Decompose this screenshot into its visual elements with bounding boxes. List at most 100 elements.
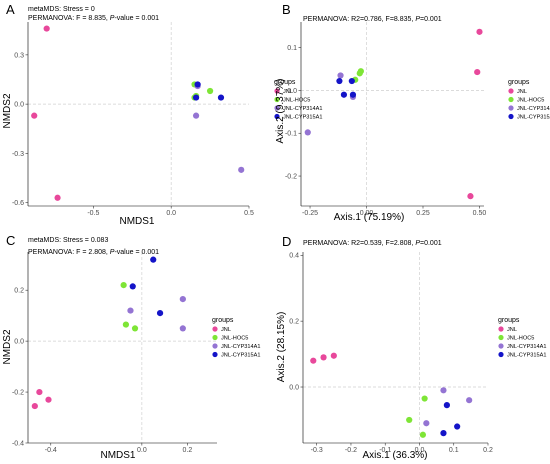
legend-title: groups bbox=[508, 79, 530, 86]
x-axis-label: NMDS1 bbox=[100, 450, 135, 461]
y-tick-label: 0.0 bbox=[287, 88, 297, 95]
legend-label: JNL-CYP314A1 bbox=[517, 106, 550, 112]
panel-d: D -0.3 -0.2 -0.1 0.0 0.1 0.2 0.0 0.2 0.4 Axis.1 (3… bbox=[276, 234, 547, 461]
point-jnl-cyp314a1 bbox=[304, 129, 311, 136]
point-jnl-cyp315a1 bbox=[192, 94, 200, 101]
legend-label: JNL bbox=[507, 327, 517, 333]
panel-a: A -0.5 0.0 0.5 -0.6 -0.3 0.0 0.3 NMDS1 NMDS2 metaM… bbox=[2, 2, 323, 227]
x-tick-label: -0.5 bbox=[87, 210, 99, 217]
panel-label: C bbox=[6, 233, 15, 248]
y-tick-label: -0.4 bbox=[12, 440, 24, 447]
info-segment: P bbox=[415, 240, 420, 247]
point-jnl-cyp314a1 bbox=[440, 387, 447, 394]
point-jnl-cyp315a1 bbox=[150, 256, 157, 263]
legend-key bbox=[498, 351, 504, 358]
permanova-info: PERMANOVA: R2=0.786, F=8.835, P=0.001 bbox=[303, 16, 442, 23]
legend-label: JNL bbox=[517, 89, 527, 95]
legend-key bbox=[498, 334, 504, 341]
legend-key bbox=[274, 105, 280, 111]
point-jnl-hoc5 bbox=[120, 282, 127, 289]
legend-label: JNL-HOC5 bbox=[507, 336, 534, 342]
info-segment: -value = 0.001 bbox=[114, 249, 159, 256]
point-jnl-cyp314a1 bbox=[179, 325, 186, 332]
legend-key bbox=[498, 326, 504, 332]
point-jnl-cyp315a1 bbox=[156, 310, 164, 317]
legend-key bbox=[274, 113, 280, 120]
legend-title: groups bbox=[274, 79, 296, 86]
point-jnl bbox=[31, 112, 38, 119]
info-segment: PERMANOVA: F = 8.835, bbox=[28, 15, 110, 22]
legend-title: groups bbox=[212, 317, 234, 324]
point-jnl-hoc5 bbox=[419, 431, 427, 438]
point-jnl-cyp315a1 bbox=[336, 77, 343, 85]
point-jnl bbox=[467, 193, 474, 200]
legend-title: groups bbox=[498, 317, 520, 324]
x-tick-label: -0.25 bbox=[302, 210, 318, 217]
legend-label: JNL-CYP314A1 bbox=[283, 106, 323, 112]
y-tick-label: 0.2 bbox=[289, 319, 299, 326]
point-jnl bbox=[31, 402, 38, 410]
y-tick-label: 0.0 bbox=[14, 339, 24, 346]
y-tick-label: 0.3 bbox=[14, 52, 24, 59]
info-segment: -value = 0.001 bbox=[114, 15, 159, 22]
legend-key bbox=[508, 105, 514, 111]
legend-key bbox=[508, 88, 514, 94]
point-jnl bbox=[310, 357, 317, 364]
legend-key bbox=[508, 96, 514, 103]
legend-key bbox=[508, 113, 514, 120]
x-axis-label: Axis.1 (75.19%) bbox=[334, 212, 405, 223]
info-segment: =0.001 bbox=[420, 16, 442, 23]
permanova-info: PERMANOVA: F = 2.808, P-value = 0.001 bbox=[28, 249, 159, 256]
info-segment: PERMANOVA: R2=0.786, F=8.835, bbox=[303, 16, 415, 23]
x-axis-label: Axis.1 (36.3%) bbox=[362, 450, 427, 461]
point-jnl-cyp315a1 bbox=[129, 283, 136, 290]
point-jnl-cyp315a1 bbox=[348, 77, 355, 85]
y-axis-label: NMDS2 bbox=[2, 93, 13, 128]
point-jnl-cyp315a1 bbox=[217, 94, 225, 101]
info-segment: P bbox=[110, 249, 115, 256]
permanova-info: PERMANOVA: R2=0.539, F=2.808, P=0.001 bbox=[303, 240, 442, 247]
point-jnl bbox=[330, 352, 337, 359]
permanova-info: metaMDS: Stress = 0.083 bbox=[28, 237, 108, 244]
x-tick-label: -0.1 bbox=[379, 447, 391, 454]
legend-label: JNL-CYP314A1 bbox=[507, 344, 547, 350]
legend-label: JNL-HOC5 bbox=[517, 98, 544, 104]
legend-key bbox=[498, 343, 504, 349]
info-segment: PERMANOVA: R2=0.539, F=2.808, bbox=[303, 240, 415, 247]
legend-key bbox=[212, 334, 218, 341]
point-jnl-cyp314a1 bbox=[179, 296, 186, 303]
y-tick-label: 0.2 bbox=[14, 288, 24, 295]
point-jnl-cyp314a1 bbox=[192, 112, 200, 119]
legend-label: JNL-CYP315A1 bbox=[221, 353, 261, 359]
point-jnl-cyp314a1 bbox=[466, 397, 473, 404]
point-jnl bbox=[474, 68, 481, 76]
x-tick-label: 0.2 bbox=[183, 447, 193, 454]
x-tick-label: 0.1 bbox=[449, 447, 459, 454]
legend-key bbox=[212, 326, 218, 332]
panel-label: B bbox=[282, 2, 291, 17]
y-axis-label: NMDS2 bbox=[2, 329, 13, 364]
point-jnl-cyp315a1 bbox=[340, 91, 348, 98]
point-jnl-hoc5 bbox=[122, 321, 130, 328]
point-jnl-cyp315a1 bbox=[443, 402, 450, 409]
x-tick-label: -0.4 bbox=[45, 447, 57, 454]
x-tick-label: 0.0 bbox=[137, 447, 147, 454]
point-jnl bbox=[45, 396, 52, 403]
point-jnl-cyp315a1 bbox=[454, 423, 461, 430]
legend-key bbox=[274, 96, 280, 103]
permanova-info: metaMDS: Stress = 0 bbox=[28, 6, 95, 13]
y-tick-label: 0.1 bbox=[287, 45, 297, 52]
panel-c: C -0.4 0.0 0.2 -0.4 -0.2 0.0 0.2 NMDS1 NMDS2 metaM… bbox=[2, 233, 261, 461]
legend-key bbox=[274, 88, 280, 94]
y-tick-label: 0.0 bbox=[14, 102, 24, 109]
info-segment: P bbox=[415, 16, 420, 23]
point-jnl-cyp314a1 bbox=[238, 166, 245, 173]
x-tick-label: 0.0 bbox=[166, 210, 176, 217]
info-segment: P bbox=[110, 15, 115, 22]
x-tick-label: 0.25 bbox=[416, 210, 430, 217]
info-segment: =0.001 bbox=[420, 240, 442, 247]
point-jnl-hoc5 bbox=[421, 395, 428, 402]
point-jnl-hoc5 bbox=[206, 87, 214, 95]
y-tick-label: -0.2 bbox=[285, 173, 297, 180]
point-jnl bbox=[320, 354, 327, 361]
